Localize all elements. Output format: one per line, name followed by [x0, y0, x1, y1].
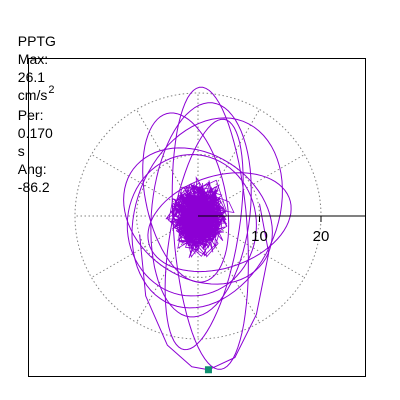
trace-loop-4	[131, 117, 283, 309]
max-unit: cm/s	[17, 87, 48, 103]
axis: 10 20	[198, 215, 365, 245]
marker-layer	[204, 366, 212, 374]
peak-marker	[204, 366, 212, 374]
angle-value: -86.2	[17, 179, 50, 195]
x-tick-label-10: 10	[251, 228, 268, 245]
trace-loop-1	[150, 102, 252, 318]
period-unit: s	[17, 143, 25, 159]
max-unit-exponent: 2	[48, 84, 55, 96]
period-label: Per:	[17, 107, 44, 123]
trace-loop-7	[123, 147, 273, 285]
max-value: 26.1	[17, 69, 46, 85]
trace-loop-2	[171, 86, 249, 370]
trace-cluster	[165, 176, 235, 259]
trace-loop-3	[126, 153, 257, 297]
angle-label: Ang:	[17, 161, 47, 177]
trace-loop-8	[164, 118, 244, 351]
channel-name: PPTG	[17, 33, 56, 49]
header: PPTG Max: 26.1 cm/s2 Per: 0.170 s Ang: -…	[10, 14, 66, 196]
x-tick-label-20: 20	[313, 228, 330, 245]
trace-loop-5	[147, 172, 292, 273]
trace	[123, 86, 292, 371]
plot-frame	[28, 58, 366, 377]
period-value: 0.170	[17, 125, 53, 141]
